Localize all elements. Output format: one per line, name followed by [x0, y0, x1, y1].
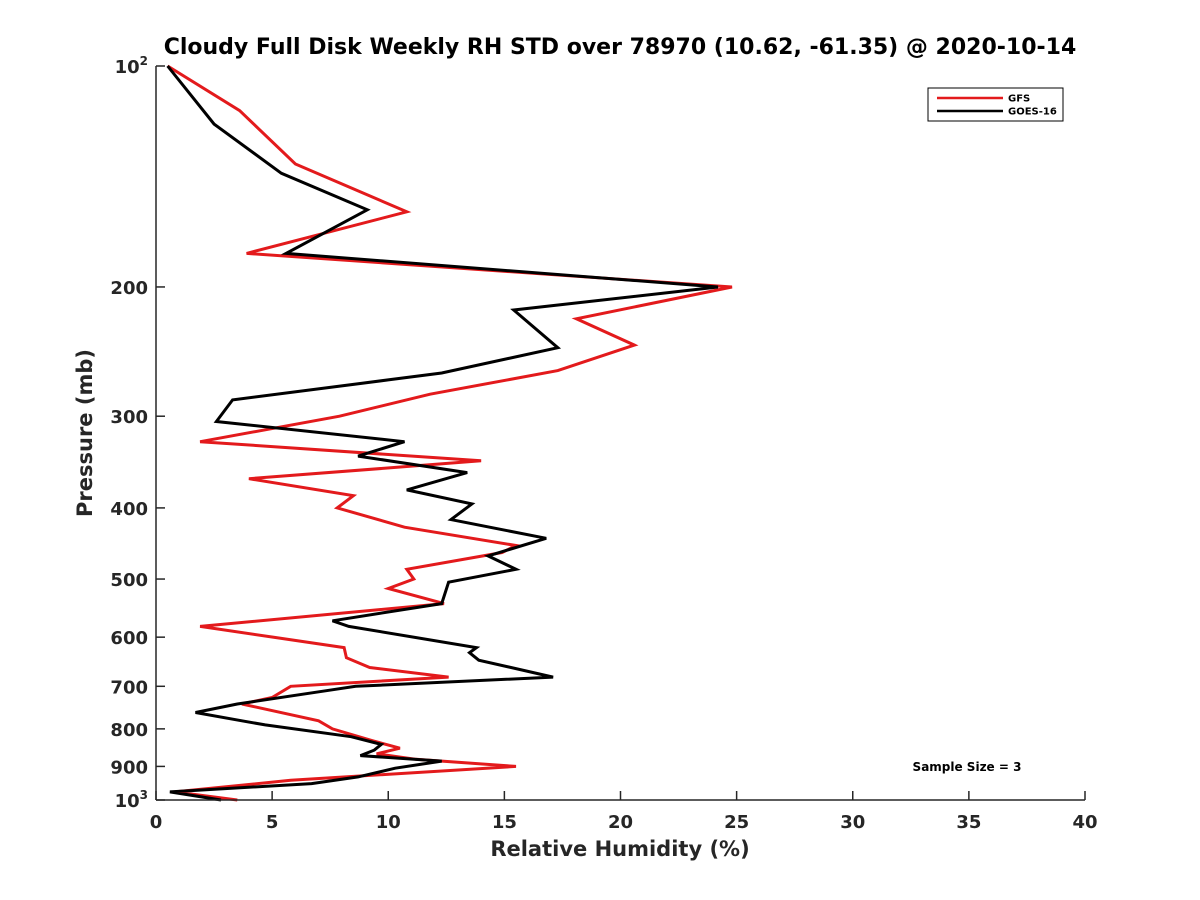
y-tick-label-exponent: 3	[140, 788, 148, 802]
y-axis-label: Pressure (mb)	[73, 349, 97, 517]
legend: GFS GOES-16	[927, 87, 1064, 122]
y-tick-label-base: 500	[110, 570, 148, 591]
legend-label-gfs: GFS	[1008, 94, 1030, 105]
series-line-goes-16	[166, 65, 719, 802]
y-tick-label-base: 300	[110, 407, 148, 428]
y-tick-label-base: 700	[110, 677, 148, 698]
y-tick-label: 500	[110, 570, 148, 591]
y-tick-label-base: 10	[115, 57, 140, 78]
x-tick-label: 40	[1072, 812, 1097, 833]
y-tick-label-base: 10	[115, 791, 140, 812]
sample-size-annotation: Sample Size = 3	[913, 760, 1022, 774]
y-tick-label-base: 900	[110, 757, 148, 778]
data-series	[166, 64, 733, 802]
x-tick-label: 20	[608, 812, 633, 833]
y-tick-label: 900	[110, 757, 148, 778]
y-tick-label: 600	[110, 628, 148, 649]
y-tick-label: 102	[115, 54, 148, 78]
axis-ticks: 0 5 10 15 20 25 30 35 40102200300400500600700800…	[110, 54, 1097, 833]
y-tick-label: 103	[115, 788, 148, 812]
y-tick-label: 200	[110, 278, 148, 299]
legend-box	[927, 87, 1064, 122]
x-axis-label: Relative Humidity (%)	[490, 837, 749, 861]
legend-label-goes-16: GOES-16	[1008, 107, 1057, 118]
y-tick-label: 300	[110, 407, 148, 428]
y-tick-label-exponent: 2	[140, 54, 148, 68]
x-tick-label: 10	[376, 812, 401, 833]
x-tick-label: 15	[492, 812, 517, 833]
y-tick-label-base: 400	[110, 499, 148, 520]
y-tick-label: 700	[110, 677, 148, 698]
chart-title: Cloudy Full Disk Weekly RH STD over 7897…	[164, 35, 1077, 60]
y-tick-label-base: 200	[110, 278, 148, 299]
x-tick-label: 25	[724, 812, 749, 833]
x-tick-label: 5	[266, 812, 279, 833]
x-tick-label: 35	[956, 812, 981, 833]
y-tick-label: 800	[110, 720, 148, 741]
y-tick-label-base: 800	[110, 720, 148, 741]
x-tick-label: 30	[840, 812, 865, 833]
y-tick-label-base: 600	[110, 628, 148, 649]
x-tick-label: 0	[150, 812, 163, 833]
y-tick-label: 400	[110, 499, 148, 520]
